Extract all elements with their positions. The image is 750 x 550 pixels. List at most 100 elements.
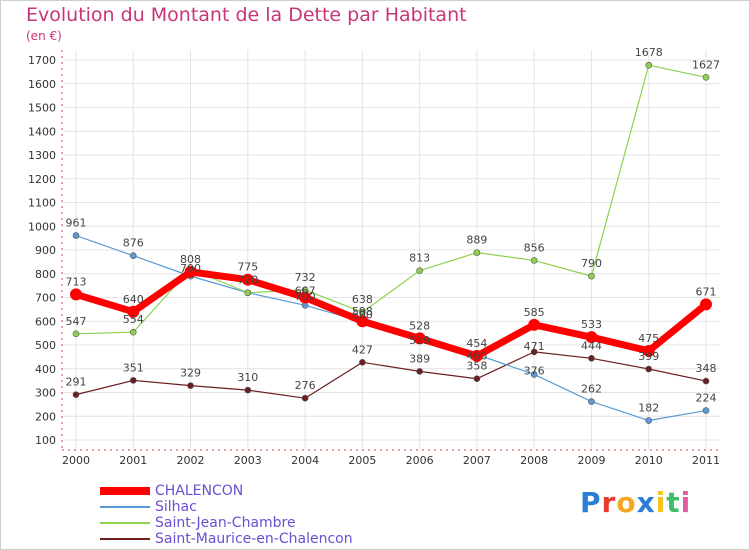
data-label: 961 xyxy=(66,217,87,230)
data-label: 790 xyxy=(581,257,602,270)
data-label: 460 xyxy=(466,349,487,362)
data-point xyxy=(585,331,598,344)
data-label: 720 xyxy=(237,273,258,286)
legend-swatch-chalencon xyxy=(100,487,150,495)
y-tick-label: 1500 xyxy=(28,102,56,115)
y-tick-label: 600 xyxy=(35,315,56,328)
series-lines xyxy=(70,61,712,424)
y-tick-label: 1300 xyxy=(28,149,56,162)
data-point xyxy=(70,288,82,301)
data-label: 1678 xyxy=(635,46,663,59)
logo-letter: r xyxy=(601,486,617,519)
data-label: 1627 xyxy=(692,58,720,71)
data-label: 813 xyxy=(409,252,430,265)
x-tick-label: 2008 xyxy=(520,454,548,467)
data-point xyxy=(702,377,710,385)
series-line-3 xyxy=(75,351,707,399)
data-point xyxy=(359,308,366,316)
logo-letter: x xyxy=(636,486,656,519)
data-label: 808 xyxy=(180,253,201,266)
y-tick-label: 900 xyxy=(35,244,56,257)
data-label: 348 xyxy=(696,362,717,375)
data-label: 291 xyxy=(66,376,87,389)
data-label: 700 xyxy=(295,290,316,303)
data-label: 182 xyxy=(638,402,659,415)
data-point xyxy=(702,407,710,414)
y-tick-label: 1600 xyxy=(28,78,56,91)
x-tick-label: 2011 xyxy=(692,454,720,467)
grid xyxy=(62,50,720,450)
data-label: 775 xyxy=(237,261,258,274)
data-label: 790 xyxy=(180,262,201,275)
data-label: 224 xyxy=(696,392,717,405)
data-point xyxy=(530,257,538,264)
y-tick-label: 800 xyxy=(35,268,56,281)
data-point xyxy=(129,252,137,259)
data-label: 262 xyxy=(581,383,602,396)
data-point xyxy=(129,328,137,336)
data-point xyxy=(359,359,366,366)
data-point xyxy=(645,365,653,373)
data-label: 856 xyxy=(524,241,545,254)
data-label: 732 xyxy=(295,271,316,284)
data-label: 471 xyxy=(524,340,545,353)
data-point xyxy=(129,377,137,384)
chart-title: Evolution du Montant de la Dette par Hab… xyxy=(26,4,467,26)
data-point xyxy=(702,74,710,81)
series-line-0 xyxy=(72,268,710,360)
y-tick-label: 200 xyxy=(35,410,56,423)
legend-label-saint-jean-chambre: Saint-Jean-Chambre xyxy=(155,515,296,531)
data-label: 475 xyxy=(638,332,659,345)
data-label: 533 xyxy=(581,318,602,331)
x-tick-label: 2010 xyxy=(635,454,663,467)
x-tick-label: 2002 xyxy=(177,454,205,467)
y-tick-label: 400 xyxy=(35,363,56,376)
data-label: 444 xyxy=(581,339,602,352)
proxiti-logo: Proxiti xyxy=(580,486,691,519)
data-point xyxy=(473,249,481,256)
legend-label-silhac: Silhac xyxy=(155,499,197,515)
data-point xyxy=(72,391,80,398)
y-tick-label: 300 xyxy=(35,387,56,400)
data-label: 671 xyxy=(696,285,717,298)
data-label: 713 xyxy=(66,275,87,288)
x-tick-label: 2007 xyxy=(463,454,491,467)
data-label: 876 xyxy=(123,237,144,250)
legend-swatch-saint-maurice xyxy=(100,538,150,540)
logo-letter: i xyxy=(680,486,692,519)
data-label: 519 xyxy=(409,334,430,347)
data-point xyxy=(645,417,653,424)
data-point xyxy=(588,354,595,362)
data-label: 889 xyxy=(466,234,487,247)
line-chart: 100 200 300 400 500 600 700 800 900 1000 1100 1200 1… xyxy=(28,46,721,467)
data-point xyxy=(413,332,426,345)
logo-letter: P xyxy=(580,486,602,519)
data-point xyxy=(299,291,312,304)
data-point xyxy=(356,315,369,328)
legend-label-chalencon: CHALENCON xyxy=(155,483,244,499)
data-point xyxy=(588,398,595,405)
logo-letter: i xyxy=(655,486,667,519)
data-label: 427 xyxy=(352,343,373,356)
y-tick-label: 1000 xyxy=(28,220,56,233)
logo-letter: t xyxy=(666,486,681,519)
data-point xyxy=(700,298,712,311)
x-tick-label: 2003 xyxy=(234,454,262,467)
data-label: 547 xyxy=(66,315,87,328)
x-tick-label: 2006 xyxy=(406,454,434,467)
data-point xyxy=(184,265,197,278)
data-label: 585 xyxy=(524,306,545,319)
data-point xyxy=(588,272,595,280)
data-point xyxy=(72,330,80,338)
data-labels: 713 640 808 775 528 454 585 533 475 671 961 876 262 1… xyxy=(66,46,721,414)
data-label: 276 xyxy=(295,379,316,392)
legend-swatch-silhac xyxy=(100,506,150,508)
x-tick-label: 2005 xyxy=(348,454,376,467)
data-point xyxy=(473,375,481,383)
data-point xyxy=(187,382,194,389)
y-tick-label: 1100 xyxy=(28,197,56,210)
y-tick-label: 1400 xyxy=(28,125,56,138)
data-point xyxy=(301,394,309,402)
x-tick-label: 2004 xyxy=(291,454,319,467)
x-tick-label: 2000 xyxy=(62,454,90,467)
